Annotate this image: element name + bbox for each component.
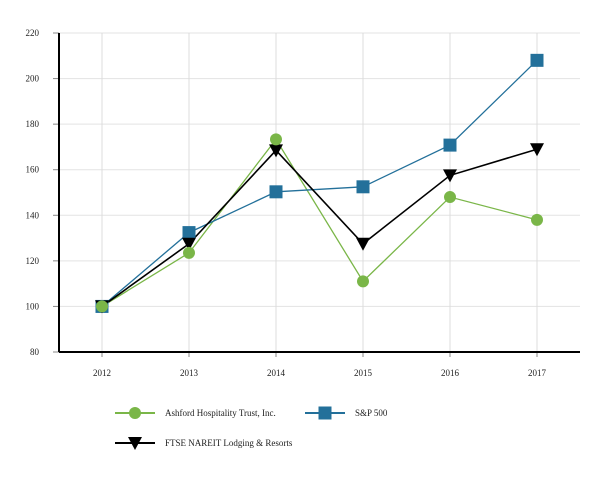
legend-marker-icon — [128, 437, 142, 450]
data-point — [356, 237, 370, 251]
legend-label: FTSE NAREIT Lodging & Resorts — [165, 438, 293, 448]
series-line — [101, 59, 538, 307]
x-tick-label: 2013 — [180, 368, 199, 378]
y-tick-label: 100 — [26, 301, 40, 311]
data-point — [270, 133, 282, 146]
series-0 — [101, 138, 538, 307]
data-point — [269, 144, 283, 158]
x-tick-label: 2015 — [354, 368, 373, 378]
legend-label: S&P 500 — [355, 408, 388, 418]
y-tick-label: 160 — [26, 165, 40, 175]
data-point — [183, 246, 195, 259]
x-tick-label: 2012 — [93, 368, 111, 378]
y-tick-label: 80 — [30, 347, 40, 357]
data-point — [356, 180, 370, 194]
series-1 — [101, 59, 538, 307]
legend-marker-icon — [129, 407, 141, 419]
legend-item: S&P 500 — [305, 406, 388, 420]
data-point — [357, 275, 369, 288]
data-point — [530, 143, 544, 157]
series-2 — [101, 148, 538, 308]
legend-marker-icon — [318, 406, 332, 420]
series-line — [101, 138, 538, 307]
data-point — [96, 300, 108, 313]
legend-label: Ashford Hospitality Trust, Inc. — [165, 408, 276, 418]
y-tick-label: 180 — [26, 119, 40, 129]
data-point — [531, 213, 543, 226]
y-tick-label: 220 — [26, 28, 40, 38]
x-tick-label: 2016 — [441, 368, 460, 378]
data-point — [443, 169, 457, 183]
data-point — [444, 191, 456, 204]
x-tick-label: 2014 — [267, 368, 286, 378]
data-point — [530, 53, 544, 67]
data-point — [182, 226, 196, 240]
series-line — [101, 148, 538, 308]
y-tick-label: 120 — [26, 256, 40, 266]
y-tick-label: 200 — [26, 74, 40, 84]
data-point — [443, 138, 457, 152]
y-tick-label: 140 — [26, 210, 40, 220]
data-point — [182, 237, 196, 251]
data-point — [269, 185, 283, 199]
legend-item: Ashford Hospitality Trust, Inc. — [115, 407, 276, 419]
x-tick-label: 2017 — [528, 368, 547, 378]
legend-item: FTSE NAREIT Lodging & Resorts — [115, 437, 293, 450]
